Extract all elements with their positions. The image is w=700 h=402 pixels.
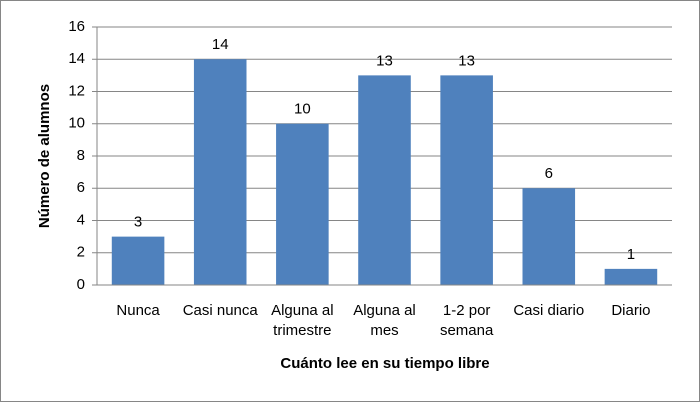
data-label: 1 [627, 246, 635, 263]
bar [111, 236, 165, 285]
x-tick-label: Nunca [116, 302, 160, 319]
y-tick-label: 12 [68, 82, 85, 99]
bar [440, 75, 493, 285]
y-tick-label: 8 [77, 147, 85, 164]
y-tick-label: 2 [77, 244, 85, 261]
y-tick-label: 16 [68, 18, 85, 35]
data-label: 13 [458, 52, 475, 69]
data-label: 6 [545, 165, 553, 182]
x-tick-label: 1-2 por semana [440, 302, 494, 339]
x-axis-label: Cuánto lee en su tiempo libre [280, 355, 489, 372]
data-label: 3 [134, 214, 142, 231]
y-tick-label: 0 [77, 276, 85, 293]
y-tick-label: 6 [77, 179, 85, 196]
bar [358, 75, 411, 285]
bar [604, 268, 658, 285]
y-axis-label: Número de alumnos [36, 84, 53, 228]
x-tick-label: Casi diario [513, 302, 584, 319]
x-tick-label: Diario [611, 302, 650, 319]
y-tick-label: 14 [68, 50, 85, 67]
y-tick-label: 4 [77, 211, 85, 228]
y-tick-label: 10 [68, 115, 85, 132]
data-label: 14 [212, 36, 229, 53]
x-tick-label: Alguna al trimestre [271, 302, 334, 339]
bar [276, 123, 329, 285]
bar [193, 59, 247, 285]
x-tick-label: Alguna al mes [353, 302, 416, 339]
data-label: 13 [376, 52, 393, 69]
x-tick-label: Casi nunca [183, 302, 259, 319]
data-label: 10 [294, 101, 311, 118]
bar [522, 188, 576, 285]
